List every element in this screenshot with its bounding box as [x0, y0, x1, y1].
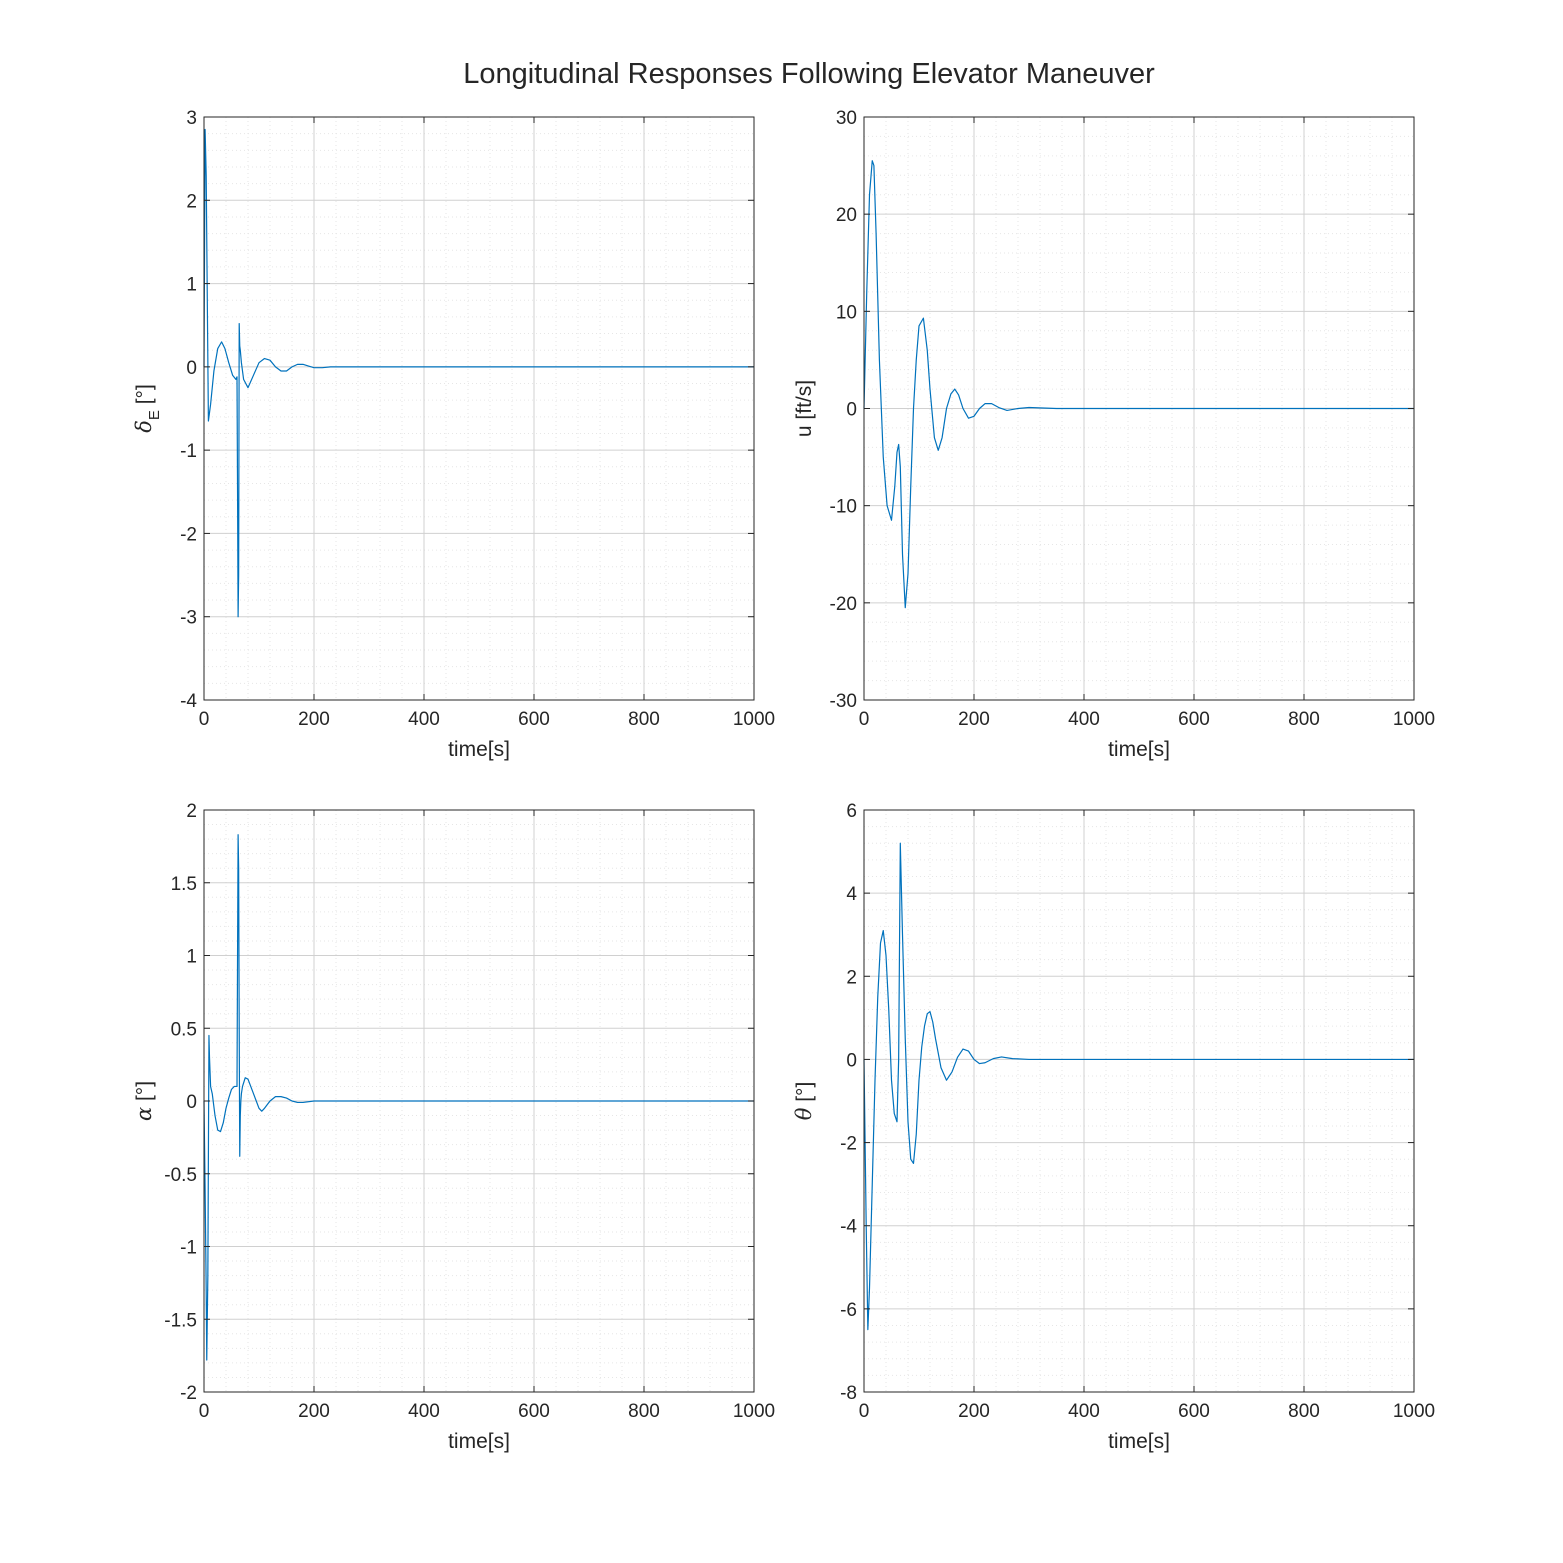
x-tick-label: 400	[408, 1401, 440, 1422]
x-tick-label: 1000	[1393, 1401, 1435, 1422]
y-tick-label: -2	[840, 1134, 857, 1155]
y-tick-label: 1.5	[171, 874, 197, 895]
x-tick-label: 400	[408, 709, 440, 730]
y-axis-label-symbol: α	[132, 1107, 156, 1121]
figure-title: Longitudinal Responses Following Elevato…	[463, 58, 1155, 90]
y-tick-label: 3	[186, 108, 197, 129]
series-line	[863, 842, 1414, 1331]
y-axis-label-subscript: E	[146, 410, 163, 420]
x-axis-label: time[s]	[448, 738, 510, 761]
x-tick-label: 0	[859, 709, 870, 730]
y-axis-label: α [°]	[132, 1081, 156, 1121]
y-tick-label: 0	[846, 1050, 857, 1071]
y-tick-label: -30	[830, 691, 857, 712]
y-tick-label: 30	[836, 108, 857, 129]
x-tick-label: 600	[518, 709, 550, 730]
y-tick-label: -6	[840, 1300, 857, 1321]
series-line	[863, 160, 1414, 609]
x-axis-label: time[s]	[1108, 738, 1170, 761]
y-tick-label: 0	[186, 1092, 197, 1113]
y-tick-label: 10	[836, 302, 857, 323]
y-tick-label: -8	[840, 1383, 857, 1404]
y-tick-label: -1	[180, 1238, 197, 1259]
y-tick-label: -20	[830, 594, 857, 615]
plot-forward-speed: 0 200 400 600 800 1000 -30 -20 -10 0 10 20 30 time[s]…	[793, 108, 1435, 761]
x-tick-label: 800	[628, 709, 660, 730]
y-tick-label: 4	[846, 884, 857, 905]
x-tick-label: 1000	[733, 709, 775, 730]
x-tick-label: 200	[298, 1401, 330, 1422]
y-tick-label: -3	[180, 608, 197, 629]
x-tick-label: 1000	[733, 1401, 775, 1422]
y-tick-label: -4	[840, 1217, 857, 1238]
y-tick-label: 1	[186, 275, 197, 296]
plot-pitch-angle: 0 200 400 600 800 1000 -8 -6 -4 -2 0 2 4 6 time[s] θ [°…	[792, 801, 1435, 1453]
plot-area	[204, 117, 754, 700]
y-tick-label: 0	[846, 400, 857, 421]
x-tick-label: 800	[628, 1401, 660, 1422]
series-line	[203, 834, 754, 1361]
x-tick-label: 800	[1288, 1401, 1320, 1422]
y-tick-label: 2	[186, 191, 197, 212]
x-tick-label: 0	[199, 709, 210, 730]
y-tick-label: -4	[180, 691, 197, 712]
y-axis-label-symbol: δ	[132, 420, 156, 433]
plot-elevator-deflection: 0 200 400 600 800 1000 -4 -3 -2 -1 0 1 2 3 time[s] δE […	[132, 108, 775, 761]
y-tick-label: -10	[830, 497, 857, 518]
y-axis-label: δE [°]	[132, 384, 163, 433]
plot-area	[864, 810, 1414, 1392]
y-axis-label-unit: [°]	[133, 1081, 156, 1107]
x-tick-label: 200	[958, 709, 990, 730]
x-tick-label: 200	[298, 709, 330, 730]
x-tick-label: 400	[1068, 709, 1100, 730]
x-tick-label: 600	[1178, 1401, 1210, 1422]
y-tick-label: -2	[180, 1383, 197, 1404]
y-tick-label: -2	[180, 524, 197, 545]
y-axis-label-unit: [°]	[133, 384, 156, 410]
x-tick-label: 600	[1178, 709, 1210, 730]
y-axis-label-symbol: θ	[792, 1107, 816, 1120]
y-tick-label: -0.5	[164, 1165, 197, 1186]
y-tick-label: 2	[186, 801, 197, 822]
x-tick-label: 800	[1288, 709, 1320, 730]
axes-box	[863, 809, 1415, 1393]
axes-box	[203, 116, 755, 701]
x-tick-label: 0	[199, 1401, 210, 1422]
y-tick-label: 20	[836, 205, 857, 226]
y-tick-label: -1.5	[164, 1310, 197, 1331]
y-tick-label: 1	[186, 947, 197, 968]
y-tick-label: 0	[186, 358, 197, 379]
x-tick-label: 600	[518, 1401, 550, 1422]
plot-angle-of-attack: 0 200 400 600 800 1000 -2 -1.5 -1 -0.5 0 0.5 1 1.5 2 ti…	[132, 801, 775, 1453]
y-axis-label-unit: [°]	[793, 1082, 816, 1108]
x-tick-label: 400	[1068, 1401, 1100, 1422]
x-axis-label: time[s]	[448, 1430, 510, 1453]
y-axis-label: θ [°]	[792, 1082, 816, 1121]
y-tick-label: 2	[846, 967, 857, 988]
x-tick-label: 200	[958, 1401, 990, 1422]
x-axis-label: time[s]	[1108, 1430, 1170, 1453]
y-tick-label: -1	[180, 441, 197, 462]
x-tick-label: 1000	[1393, 709, 1435, 730]
y-tick-label: 6	[846, 801, 857, 822]
y-axis-label: u [ft/s]	[793, 380, 816, 437]
series-line	[203, 128, 754, 618]
y-tick-label: 0.5	[171, 1019, 197, 1040]
x-tick-label: 0	[859, 1401, 870, 1422]
